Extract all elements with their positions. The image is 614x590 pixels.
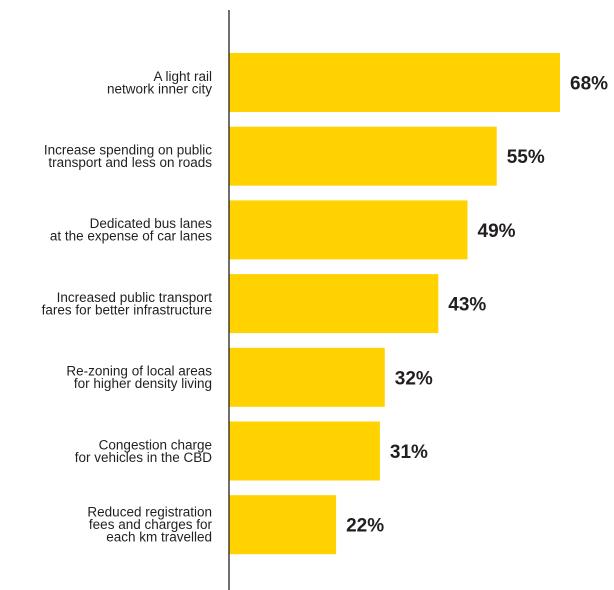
category-label-line: network inner city <box>107 81 212 96</box>
category-label-line: Re-zoning of local areas <box>66 364 212 379</box>
bar-7 <box>229 495 337 555</box>
category-label-line: fees and charges for <box>89 517 213 532</box>
value-label-2: 55% <box>507 147 545 168</box>
value-label-3: 49% <box>478 221 516 242</box>
bar-4 <box>229 274 439 334</box>
bar-5 <box>229 347 385 407</box>
bar-2 <box>229 126 497 186</box>
category-label-line: for vehicles in the CBD <box>75 450 213 465</box>
value-label-4: 43% <box>448 295 486 316</box>
value-label-7: 22% <box>346 516 384 537</box>
bars-group: 68% A light rail network inner city 55% Incr… <box>42 53 608 555</box>
value-label-5: 32% <box>395 368 433 389</box>
category-label-line: at the expense of car lanes <box>50 229 212 244</box>
category-label-line: Increased public transport <box>57 290 213 305</box>
category-label-line: Reduced registration <box>87 505 212 520</box>
category-label-line: Increase spending on public <box>44 142 212 157</box>
value-label-1: 68% <box>570 74 608 95</box>
category-label-line: Congestion charge <box>99 437 212 452</box>
category-label-2: Increase spending on public transport and… <box>44 142 212 170</box>
category-label-line: fares for better infrastructure <box>42 302 212 317</box>
value-label-6: 31% <box>390 442 428 463</box>
category-label-line: Dedicated bus lanes <box>90 216 213 231</box>
bar-1 <box>229 53 560 112</box>
category-label-6: Congestion charge for vehicles in the CBD <box>75 437 213 465</box>
category-label-5: Re-zoning of local areas for higher densi… <box>66 364 212 392</box>
category-label-4: Increased public transport fares for bett… <box>42 290 213 318</box>
category-label-7: Reduced registration fees and charges for… <box>87 505 212 545</box>
category-label-3: Dedicated bus lanes at the expense of car… <box>50 216 212 244</box>
category-label-line: A light rail <box>153 69 212 84</box>
category-label-1: A light rail network inner city <box>107 69 212 97</box>
category-label-line: for higher density living <box>74 376 212 391</box>
bar-3 <box>229 200 468 260</box>
category-label-line: transport and less on roads <box>48 155 212 170</box>
bar-6 <box>229 421 380 481</box>
category-label-line: each km travelled <box>106 530 212 545</box>
